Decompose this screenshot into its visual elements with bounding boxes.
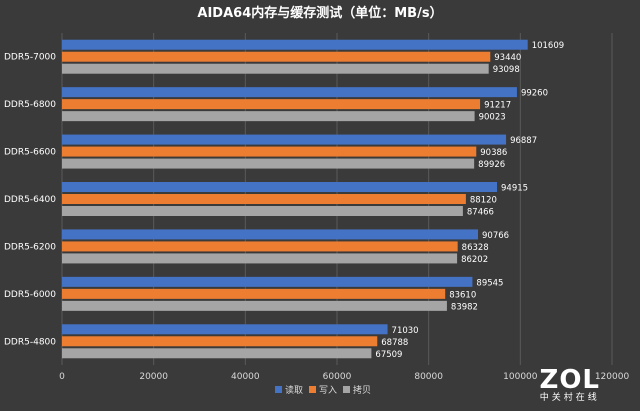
legend-swatch [343, 386, 350, 393]
data-label: 68788 [381, 338, 408, 348]
legend-swatch [275, 386, 282, 393]
bar [62, 146, 477, 157]
x-tick-label: 20000 [139, 372, 168, 382]
data-label: 67509 [375, 350, 402, 360]
bar [62, 336, 378, 347]
bar [62, 134, 507, 145]
data-label: 99260 [521, 89, 548, 99]
bar [62, 348, 372, 359]
data-label: 94915 [501, 184, 528, 194]
category-label: DDR5-4800 [4, 337, 56, 347]
x-tick-label: 120000 [595, 372, 630, 382]
bar [62, 229, 479, 240]
data-label: 93440 [494, 53, 521, 63]
chart-title: AIDA64内存与缓存测试（单位：MB/s） [197, 5, 442, 21]
legend-label: 写入 [319, 385, 337, 396]
category-label: DDR5-6800 [4, 100, 56, 110]
data-label: 96887 [510, 136, 537, 146]
data-label: 83610 [449, 290, 476, 300]
bar [62, 206, 463, 216]
data-label: 90023 [479, 113, 506, 123]
bar [62, 241, 458, 252]
data-label: 88120 [470, 196, 497, 206]
data-label: 101609 [532, 41, 564, 51]
category-label: DDR5-6000 [4, 290, 56, 300]
bar [62, 99, 481, 110]
watermark-logo-text: ZOL [539, 365, 600, 395]
category-label: DDR5-7000 [4, 53, 56, 63]
watermark-sub-text: 中关村在线 [539, 393, 600, 403]
legend-label: 拷贝 [353, 384, 371, 396]
data-label: 89545 [476, 278, 503, 288]
bar [62, 39, 528, 50]
category-label: DDR5-6400 [4, 195, 56, 205]
bar [62, 194, 466, 204]
bar [62, 288, 446, 299]
legend-label: 读取 [285, 384, 303, 396]
category-label: DDR5-6200 [4, 242, 56, 252]
x-tick-label: 0 [59, 372, 65, 382]
bar [62, 63, 489, 74]
bar [62, 111, 475, 122]
data-label: 87466 [467, 208, 494, 218]
bar [62, 158, 475, 169]
zol-watermark-logo: ZOL 中关村在线 [539, 367, 600, 403]
x-tick-label: 60000 [323, 372, 352, 382]
data-label: 86202 [461, 255, 488, 265]
bar [62, 87, 517, 98]
bar [62, 253, 458, 264]
bar [62, 182, 498, 192]
bar [62, 324, 388, 335]
x-tick-label: 40000 [231, 372, 260, 382]
legend-swatch [309, 386, 316, 393]
bar [62, 300, 447, 311]
data-label: 89926 [478, 160, 505, 170]
data-label: 86328 [462, 243, 489, 253]
data-label: 83982 [451, 302, 478, 312]
data-label: 91217 [484, 101, 511, 111]
bar [62, 51, 491, 62]
x-tick-label: 80000 [414, 372, 443, 382]
data-label: 90386 [480, 148, 507, 158]
data-label: 93098 [493, 65, 520, 75]
data-label: 71030 [392, 326, 419, 336]
x-tick-label: 100000 [503, 372, 538, 382]
bar [62, 276, 473, 287]
category-label: DDR5-6600 [4, 148, 56, 158]
data-label: 90766 [482, 231, 509, 241]
